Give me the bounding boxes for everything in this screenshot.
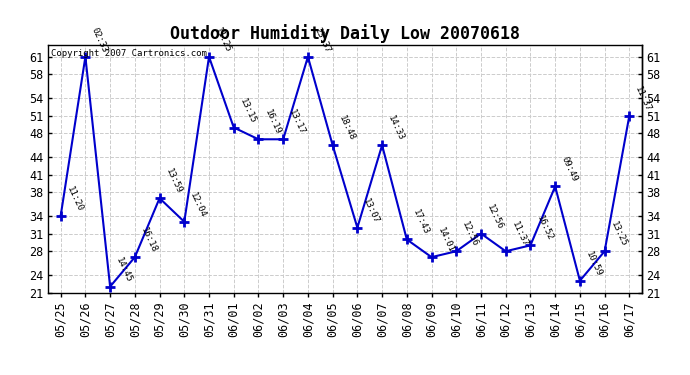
Text: 14:01: 14:01 — [435, 226, 455, 254]
Text: 18:48: 18:48 — [337, 114, 356, 142]
Text: 12:56: 12:56 — [460, 220, 480, 249]
Text: 11:37: 11:37 — [510, 220, 529, 249]
Text: 11:25: 11:25 — [213, 26, 233, 54]
Text: 23:37: 23:37 — [312, 26, 332, 54]
Text: Copyright 2007 Cartronics.com: Copyright 2007 Cartronics.com — [51, 49, 207, 58]
Text: 12:04: 12:04 — [188, 191, 208, 219]
Text: 16:18: 16:18 — [139, 226, 159, 254]
Text: 11:20: 11:20 — [65, 185, 84, 213]
Text: 14:45: 14:45 — [115, 256, 134, 284]
Text: 11:37: 11:37 — [633, 85, 653, 113]
Text: 13:15: 13:15 — [238, 96, 257, 125]
Text: 14:33: 14:33 — [386, 114, 406, 142]
Text: 02:33: 02:33 — [90, 26, 109, 54]
Text: 13:07: 13:07 — [362, 197, 381, 225]
Text: 13:25: 13:25 — [609, 220, 629, 249]
Text: 13:17: 13:17 — [287, 108, 307, 136]
Text: 12:56: 12:56 — [485, 202, 504, 231]
Text: 17:43: 17:43 — [411, 209, 431, 237]
Text: 13:59: 13:59 — [164, 167, 184, 195]
Title: Outdoor Humidity Daily Low 20070618: Outdoor Humidity Daily Low 20070618 — [170, 24, 520, 44]
Text: 10:59: 10:59 — [584, 250, 604, 278]
Text: 16:19: 16:19 — [263, 108, 282, 136]
Text: 09:49: 09:49 — [560, 156, 579, 184]
Text: 16:52: 16:52 — [535, 214, 554, 243]
